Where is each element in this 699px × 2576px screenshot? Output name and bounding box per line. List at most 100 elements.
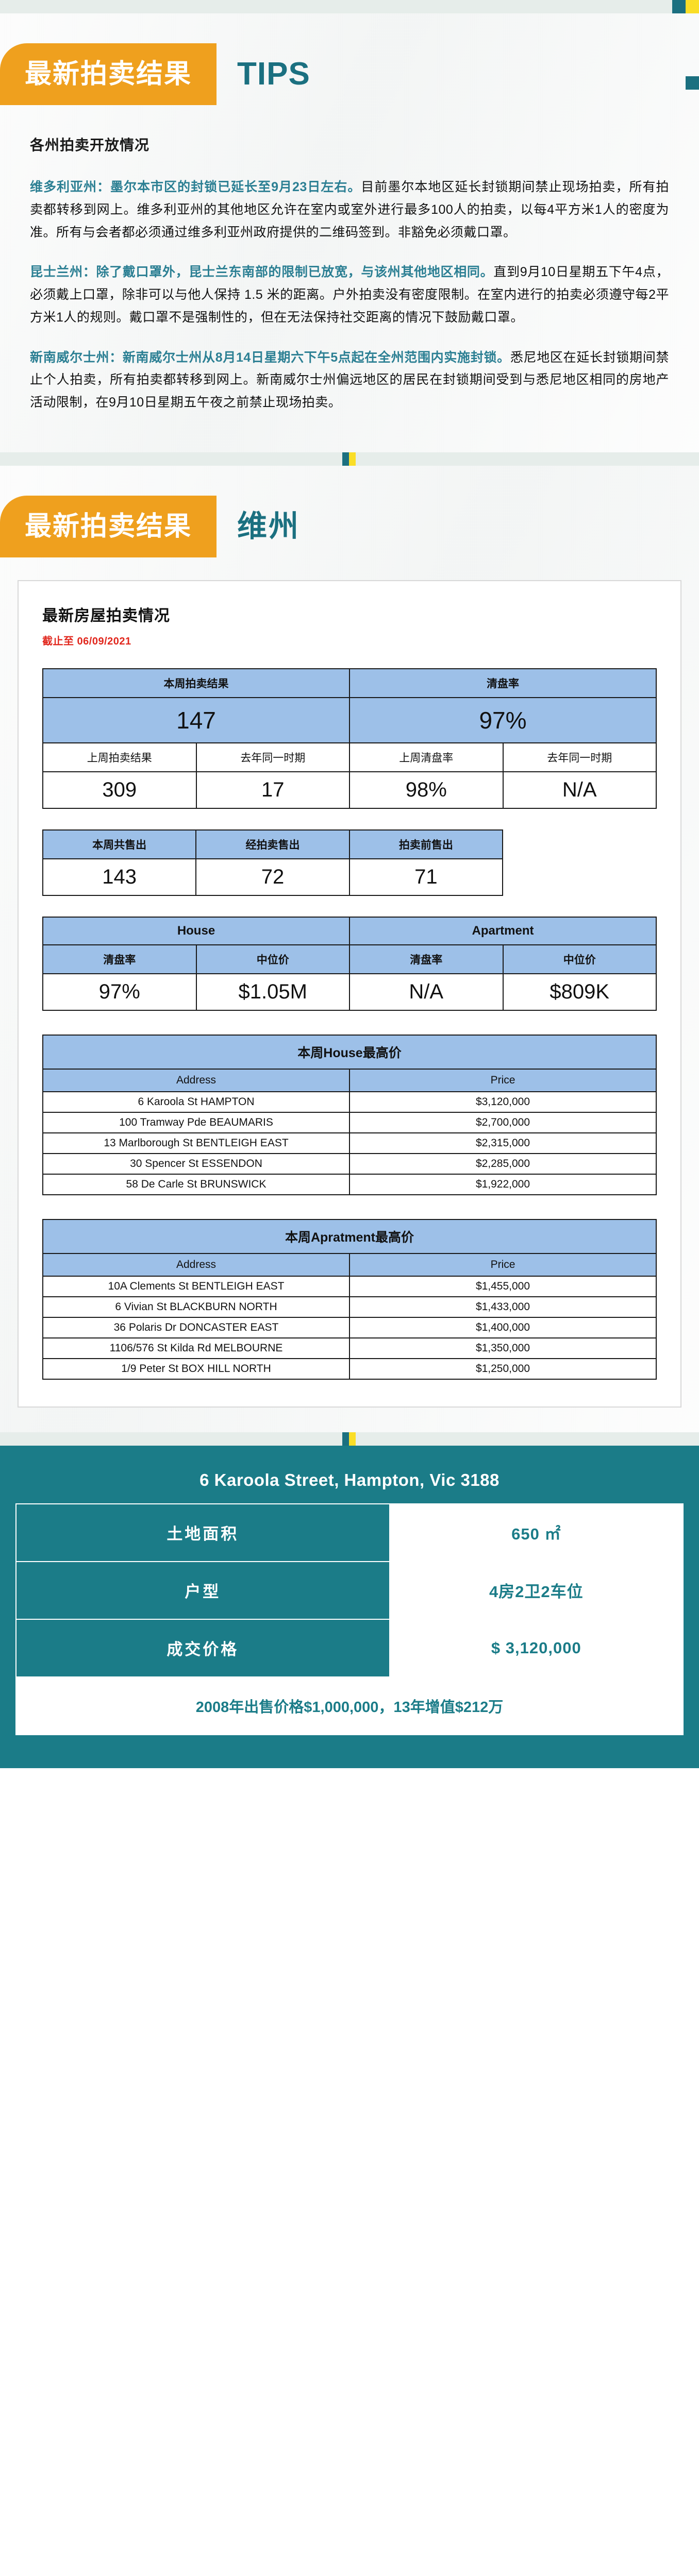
tips-banner-label: 最新拍卖结果 <box>24 59 192 89</box>
tips-body: 各州拍卖开放情况 维多利亚州：墨尔本市区的封锁已延长至9月23日左右。目前墨尔本… <box>0 105 699 414</box>
type-h-house-median: 中位价 <box>195 944 350 974</box>
teal-square-decor-2 <box>342 452 349 466</box>
type-group-house: House <box>42 916 350 945</box>
table-row: 土地面积 650 ㎡ <box>15 1503 684 1562</box>
table-row: 30 Spencer St ESSENDON $2,285,000 <box>42 1153 657 1175</box>
house-top-col-price: Price <box>349 1068 657 1092</box>
teal-square-decor <box>672 0 686 13</box>
yellow-square-decor <box>686 0 699 13</box>
house-row-address: 30 Spencer St ESSENDON <box>42 1153 350 1175</box>
table-row: 97% $1.05M N/A $809K <box>42 973 657 1011</box>
tips-section: 最新拍卖结果 TIPS 各州拍卖开放情况 维多利亚州：墨尔本市区的封锁已延长至9… <box>0 0 699 452</box>
table-row: 本周House最高价 <box>42 1034 657 1070</box>
apartment-top-col-price: Price <box>349 1252 657 1277</box>
yellow-square-decor-3 <box>349 1432 356 1446</box>
table-row: 58 De Carle St BRUNSWICK $1,922,000 <box>42 1173 657 1195</box>
tips-header-row: 最新拍卖结果 TIPS <box>0 43 699 105</box>
apartment-row-price: $1,433,000 <box>349 1296 657 1318</box>
header-gap <box>217 43 231 105</box>
property-label-sale-price: 成交价格 <box>15 1618 390 1677</box>
table-row: 143 72 71 <box>42 858 504 896</box>
property-value-layout: 4房2卫2车位 <box>389 1561 684 1620</box>
table-row: Address Price <box>42 1252 657 1277</box>
sold-v-total: 143 <box>42 858 197 896</box>
house-row-price: $2,315,000 <box>349 1132 657 1154</box>
house-row-price: $1,922,000 <box>349 1173 657 1195</box>
vic-title: 维州 <box>237 509 301 543</box>
apartment-row-price: $1,455,000 <box>349 1275 657 1297</box>
summary-h-week-results: 本周拍卖结果 <box>42 668 350 698</box>
page-tail <box>0 1750 699 1768</box>
house-row-address: 6 Karoola St HAMPTON <box>42 1091 350 1113</box>
apartment-row-address: 6 Vivian St BLACKBURN NORTH <box>42 1296 350 1318</box>
house-row-price: $2,285,000 <box>349 1153 657 1175</box>
tips-title-wrap: TIPS <box>231 43 699 105</box>
apartment-row-address: 1106/576 St Kilda Rd MELBOURNE <box>42 1337 350 1359</box>
table-row: 本周拍卖结果 清盘率 <box>42 668 657 698</box>
header-gap-2 <box>217 496 231 557</box>
type-h-house-clearance: 清盘率 <box>42 944 197 974</box>
vic-orange-banner: 最新拍卖结果 <box>0 495 217 557</box>
summary-h-last-week: 上周拍卖结果 <box>42 742 197 772</box>
table-row: 6 Karoola St HAMPTON $3,120,000 <box>42 1091 657 1113</box>
house-row-price: $2,700,000 <box>349 1111 657 1133</box>
table-row: 上周拍卖结果 去年同一时期 上周清盘率 去年同一时期 <box>42 742 657 772</box>
apartment-row-price: $1,350,000 <box>349 1337 657 1359</box>
paragraph-qld: 昆士兰州：除了戴口罩外，昆士兰东南部的限制已放宽，与该州其他地区相同。直到9月1… <box>30 261 669 329</box>
type-table: House Apartment 清盘率 中位价 清盘率 中位价 97% $1.0… <box>42 916 657 1011</box>
property-address: 6 Karoola Street, Hampton, Vic 3188 <box>199 1470 500 1489</box>
table-row: 本周Apratment最高价 <box>42 1218 657 1254</box>
table-row: 100 Tramway Pde BEAUMARIS $2,700,000 <box>42 1111 657 1133</box>
property-value-land-area: 650 ㎡ <box>389 1503 684 1562</box>
sold-h-total: 本周共售出 <box>42 829 197 859</box>
apartment-row-price: $1,400,000 <box>349 1316 657 1338</box>
table-row: 13 Marlborough St BENTLEIGH EAST $2,315,… <box>42 1132 657 1154</box>
property-label-land-area: 土地面积 <box>15 1503 390 1562</box>
paragraph-qld-body: 直到9月10日星期五下午4点，必须戴上口罩，除非可以与他人保持 1.5 米的距离… <box>30 265 669 325</box>
type-v-apt-median: $809K <box>502 973 657 1011</box>
bottom-decor-strip <box>0 1432 699 1446</box>
summary-v-last-week: 309 <box>42 771 197 809</box>
table-row: 本周共售出 经拍卖售出 拍卖前售出 <box>42 829 504 859</box>
table-row: Address Price <box>42 1068 657 1092</box>
table-row: 清盘率 中位价 清盘率 中位价 <box>42 944 657 974</box>
yellow-square-decor-2 <box>349 452 356 466</box>
type-h-apt-median: 中位价 <box>502 944 657 974</box>
summary-v-last-year: 17 <box>195 771 350 809</box>
property-value-sale-price: $ 3,120,000 <box>389 1618 684 1677</box>
summary-h-last-week-clearance: 上周清盘率 <box>349 742 504 772</box>
summary-v-last-year-clearance: N/A <box>502 771 657 809</box>
property-section: 6 Karoola Street, Hampton, Vic 3188 土地面积… <box>0 1445 699 1751</box>
type-v-apt-clearance: N/A <box>349 973 504 1011</box>
type-v-house-median: $1.05M <box>195 973 350 1011</box>
summary-h-last-year-clearance: 去年同一时期 <box>502 742 657 772</box>
table-row: House Apartment <box>42 916 657 945</box>
summary-v-last-week-clearance: 98% <box>349 771 504 809</box>
sold-table: 本周共售出 经拍卖售出 拍卖前售出 143 72 71 <box>42 829 504 896</box>
paragraph-qld-lead: 昆士兰州：除了戴口罩外，昆士兰东南部的限制已放宽，与该州其他地区相同。 <box>30 265 494 280</box>
paragraph-nsw-lead: 新南威尔士州：新南威尔士州从8月14日星期六下午5点起在全州范围内实施封锁。 <box>30 350 510 365</box>
teal-accent-square <box>686 76 699 90</box>
table-row: 147 97% <box>42 697 657 743</box>
sold-h-before-auction: 拍卖前售出 <box>348 829 504 859</box>
top-decor-strip <box>0 0 699 13</box>
property-footer-note: 2008年出售价格$1,000,000，13年增值$212万 <box>15 1676 684 1735</box>
house-row-address: 100 Tramway Pde BEAUMARIS <box>42 1111 350 1133</box>
summary-h-clearance: 清盘率 <box>349 668 657 698</box>
apartment-top-caption: 本周Apratment最高价 <box>42 1218 657 1254</box>
vic-header-row: 最新拍卖结果 维州 <box>0 495 699 557</box>
house-top-caption: 本周House最高价 <box>42 1034 657 1070</box>
table-row: 10A Clements St BENTLEIGH EAST $1,455,00… <box>42 1275 657 1297</box>
paragraph-vic-body: 目前墨尔本地区延长封锁期间禁止现场拍卖，所有拍卖都转移到网上。维多利亚州的其他地… <box>30 180 669 240</box>
paragraph-vic-lead: 维多利亚州：墨尔本市区的封锁已延长至9月23日左右。 <box>30 180 361 194</box>
apartment-top-table: 本周Apratment最高价 Address Price 10A Clement… <box>42 1218 657 1380</box>
card-title: 最新房屋拍卖情况 <box>42 607 170 624</box>
apartment-row-address: 36 Polaris Dr DONCASTER EAST <box>42 1316 350 1338</box>
type-h-apt-clearance: 清盘率 <box>349 944 504 974</box>
vic-banner-label: 最新拍卖结果 <box>24 511 192 541</box>
table-row: 36 Polaris Dr DONCASTER EAST $1,400,000 <box>42 1316 657 1338</box>
summary-v-week-results: 147 <box>42 697 350 743</box>
table-row: 6 Vivian St BLACKBURN NORTH $1,433,000 <box>42 1296 657 1318</box>
property-table: 土地面积 650 ㎡ 户型 4房2卫2车位 成交价格 $ 3,120,000 2… <box>15 1503 684 1735</box>
apartment-top-col-address: Address <box>42 1252 350 1277</box>
